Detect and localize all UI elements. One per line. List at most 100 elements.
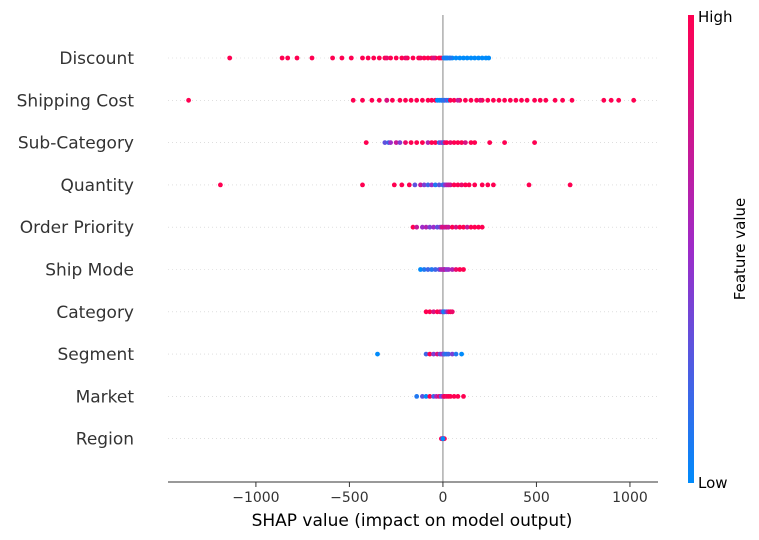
shap-point <box>427 351 433 357</box>
shap-point <box>427 309 433 315</box>
shap-point <box>423 351 429 357</box>
shap-point <box>420 97 425 103</box>
shap-point <box>365 55 371 61</box>
shap-point <box>186 97 192 103</box>
shap-point <box>631 97 637 103</box>
shap-point <box>339 55 345 61</box>
shap-point <box>446 224 451 230</box>
shap-point <box>403 55 408 61</box>
colorbar-low-label: Low <box>698 474 728 492</box>
shap-point <box>461 267 466 272</box>
colorbar-title: Feature value <box>731 198 749 300</box>
shap-point <box>451 394 457 399</box>
shap-point <box>446 267 451 272</box>
shap-point <box>408 140 414 146</box>
shap-point <box>496 97 502 103</box>
shap-point <box>429 140 435 146</box>
shap-point <box>476 55 481 61</box>
feature-label: Quantity <box>61 176 134 196</box>
shap-point <box>502 140 507 146</box>
shap-point <box>427 394 433 399</box>
shap-point <box>397 97 403 103</box>
shap-point <box>294 55 300 61</box>
shap-point <box>468 55 474 61</box>
shap-point <box>453 351 459 357</box>
shap-point <box>519 97 524 103</box>
shap-point <box>360 97 365 103</box>
shap-point <box>429 97 435 103</box>
feature-label: Shipping Cost <box>17 91 135 111</box>
shap-point <box>384 97 390 103</box>
shap-point <box>476 224 481 230</box>
shap-points <box>186 55 637 442</box>
shap-point <box>423 224 429 230</box>
shap-point <box>421 55 427 61</box>
shap-point <box>350 97 356 103</box>
shap-point <box>369 97 375 103</box>
shap-point <box>601 97 607 103</box>
shap-point <box>309 55 315 61</box>
feature-label: Market <box>76 387 135 407</box>
shap-point <box>391 182 397 188</box>
shap-point <box>433 182 438 188</box>
shap-point <box>474 97 479 103</box>
shap-point <box>464 224 470 230</box>
x-axis: −1000 −500 0 500 1000 <box>168 481 658 506</box>
shap-point <box>472 182 478 188</box>
shap-point <box>423 394 429 399</box>
shap-point <box>418 55 423 61</box>
shap-point <box>446 182 451 188</box>
shap-point <box>491 182 496 188</box>
shap-point <box>444 140 450 146</box>
shap-point <box>410 224 416 230</box>
shap-point <box>463 182 468 188</box>
shap-point <box>463 140 468 146</box>
shap-point <box>487 140 493 146</box>
shap-point <box>537 97 543 103</box>
shap-point <box>459 182 464 188</box>
shap-point <box>463 97 468 103</box>
shap-point <box>375 351 380 357</box>
shap-point <box>444 55 450 61</box>
shap-point <box>451 140 457 146</box>
x-axis-title: SHAP value (impact on model output) <box>252 511 573 531</box>
shap-point <box>448 394 453 399</box>
shap-point <box>227 55 233 61</box>
shap-point <box>446 351 451 357</box>
shap-point <box>459 351 464 357</box>
x-tick-label: 500 <box>523 490 550 506</box>
colorbar-high-label: High <box>698 8 732 26</box>
shap-point <box>403 140 408 146</box>
shap-point <box>560 97 565 103</box>
shap-point <box>457 224 463 230</box>
shap-point <box>455 97 461 103</box>
shap-point <box>421 182 427 188</box>
shap-point <box>468 224 474 230</box>
shap-point <box>388 140 393 146</box>
shap-point <box>420 394 425 399</box>
shap-point <box>455 140 461 146</box>
shap-point <box>429 267 435 272</box>
shap-point <box>421 267 427 272</box>
shap-point <box>453 224 459 230</box>
shap-point <box>218 182 223 188</box>
shap-point <box>418 267 423 272</box>
shap-point <box>457 267 463 272</box>
colorbar <box>688 15 694 483</box>
shap-point <box>406 182 412 188</box>
shap-point <box>567 182 573 188</box>
shap-point <box>532 97 537 103</box>
shap-point <box>461 55 466 61</box>
shap-point <box>451 182 457 188</box>
shap-point <box>453 55 459 61</box>
shap-point <box>466 182 472 188</box>
shap-point <box>486 55 492 61</box>
shap-point <box>449 224 455 230</box>
shap-point <box>420 224 425 230</box>
shap-point <box>552 97 558 103</box>
shap-point <box>532 140 537 146</box>
shap-point <box>425 97 431 103</box>
shap-point <box>608 97 614 103</box>
shap-point <box>390 97 395 103</box>
